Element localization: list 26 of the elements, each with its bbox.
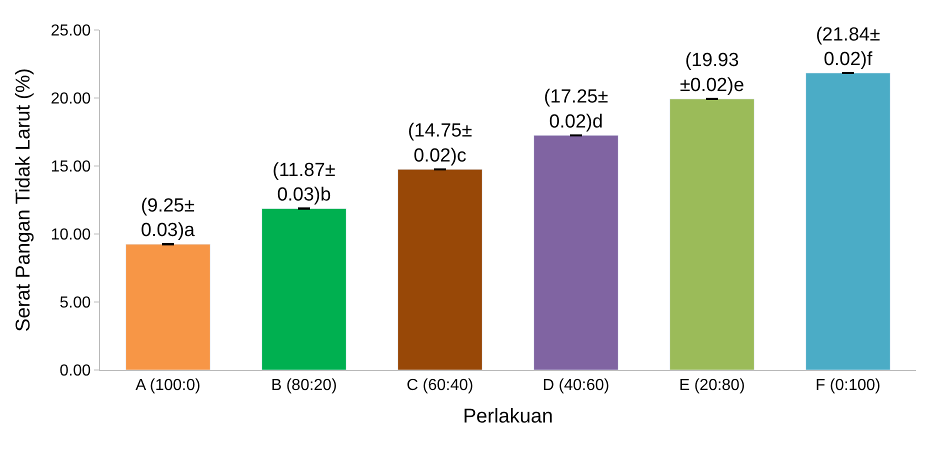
y-tick-label: 5.00: [60, 294, 91, 312]
bar: [534, 135, 618, 370]
y-tick-label: 0.00: [60, 362, 91, 380]
y-tick-label: 25.00: [50, 22, 91, 40]
bar: [806, 72, 890, 370]
data-label: (17.25± 0.02)d: [544, 86, 608, 132]
bar: [670, 98, 754, 370]
data-label: (9.25± 0.03)a: [140, 196, 196, 242]
x-tick-label: A (100:0): [136, 377, 200, 394]
data-label: (11.87± 0.03)b: [272, 160, 336, 206]
data-label: (19.93 ±0.02)e: [680, 50, 744, 96]
y-tick-label: 15.00: [50, 158, 91, 176]
data-label: (21.84± 0.02)f: [816, 24, 880, 70]
y-axis-title: Serat Pangan Tidak Larut (%): [12, 68, 34, 332]
y-tick-label: 10.00: [50, 226, 91, 244]
x-axis-title: Perlakuan: [462, 406, 554, 428]
y-tick-label: 20.00: [50, 90, 91, 108]
x-tick-label: B (80:20): [271, 377, 337, 394]
x-tick-label: D (40:60): [542, 377, 610, 394]
bar: [126, 244, 210, 370]
bar: [262, 208, 346, 370]
data-label: (14.75± 0.02)c: [408, 120, 472, 166]
x-tick-label: E (20:80): [679, 377, 745, 394]
bar: [398, 169, 482, 370]
x-tick-label: C (60:40): [406, 377, 474, 394]
x-tick-label: F (0:100): [816, 377, 880, 394]
